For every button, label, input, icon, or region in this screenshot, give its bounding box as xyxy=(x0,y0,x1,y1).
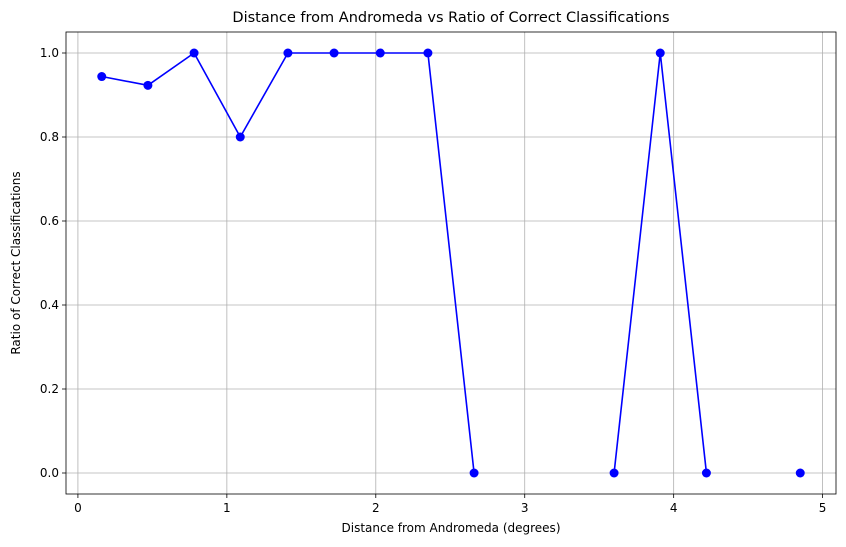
data-point xyxy=(189,48,199,58)
data-point xyxy=(97,72,107,82)
y-tick-label: 1.0 xyxy=(40,46,59,60)
y-tick-label: 0.8 xyxy=(40,130,59,144)
series-markers xyxy=(97,48,805,478)
x-tick-label: 2 xyxy=(372,501,380,515)
data-point xyxy=(329,48,339,58)
x-tick-label: 3 xyxy=(521,501,529,515)
data-point xyxy=(609,468,619,478)
x-tick-label: 4 xyxy=(670,501,678,515)
x-tick-label: 5 xyxy=(819,501,827,515)
series-line xyxy=(101,52,475,474)
data-point xyxy=(283,48,293,58)
data-point xyxy=(701,468,711,478)
y-tick-label: 0.2 xyxy=(40,382,59,396)
y-tick-label: 0.4 xyxy=(40,298,59,312)
x-tick-label: 1 xyxy=(223,501,231,515)
data-point xyxy=(655,48,665,58)
chart-title: Distance from Andromeda vs Ratio of Corr… xyxy=(232,10,669,26)
x-axis-label: Distance from Andromeda (degrees) xyxy=(342,521,561,535)
data-point xyxy=(795,468,805,478)
x-tick-label: 0 xyxy=(74,501,82,515)
series-line xyxy=(613,52,708,474)
axis-ticks: 0 1 2 3 4 5 0.0 0.2 0.4 0.6 0.8 1.0 xyxy=(40,46,827,515)
plot-frame xyxy=(65,31,837,495)
data-point xyxy=(235,132,245,142)
data-point xyxy=(375,48,385,58)
y-axis-label: Ratio of Correct Classifications xyxy=(9,171,23,354)
data-point xyxy=(143,80,153,90)
series-lines xyxy=(101,52,708,474)
data-point xyxy=(423,48,433,58)
data-point xyxy=(469,468,479,478)
y-tick-label: 0.6 xyxy=(40,214,59,228)
y-tick-label: 0.0 xyxy=(40,466,59,480)
